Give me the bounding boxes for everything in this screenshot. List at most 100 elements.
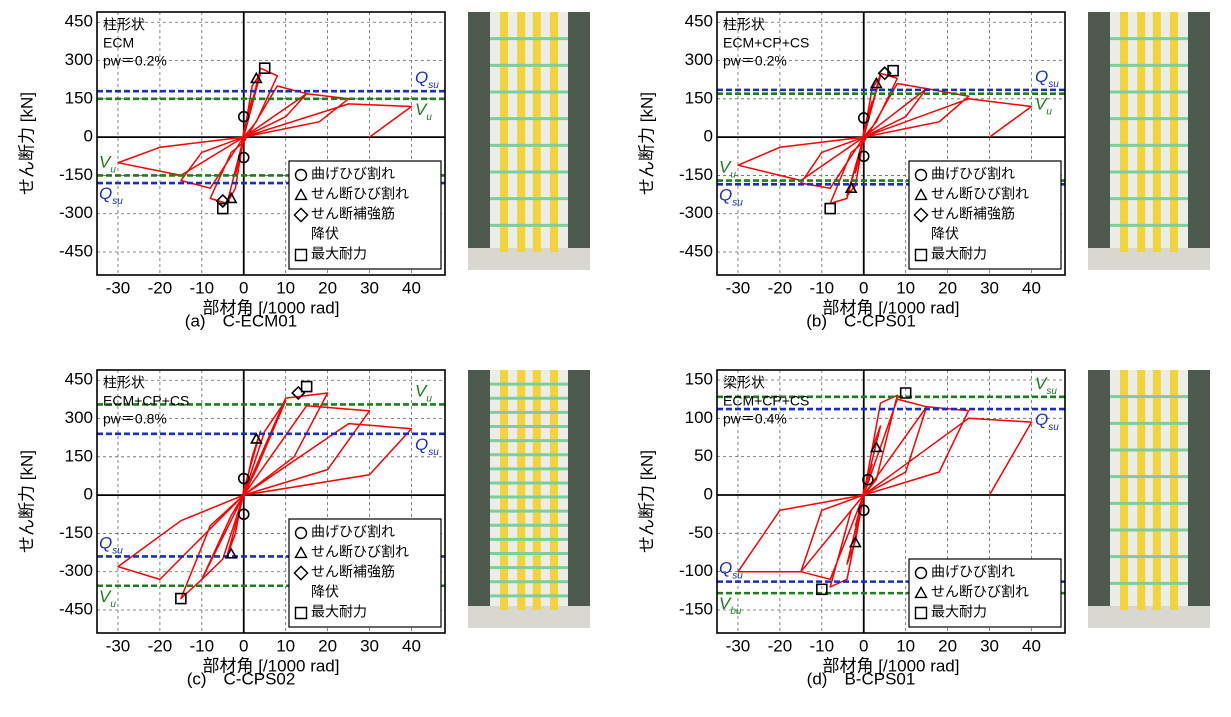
reference-label: Vu (415, 382, 432, 404)
reference-label: Qsu (1035, 411, 1059, 433)
x-tick-label: 40 (402, 278, 421, 297)
legend-box (288, 518, 442, 628)
y-tick-label: -300 (679, 203, 713, 222)
y-tick-label: 150 (685, 369, 713, 388)
marker-diamond (293, 207, 309, 223)
marker-circle (294, 526, 308, 540)
photo-stripe (1120, 370, 1129, 610)
marker-circle (237, 472, 250, 485)
x-tick-label: -10 (190, 278, 215, 297)
annotation: ECM+CP+CS (723, 393, 809, 409)
reference-label: Qsu (719, 559, 743, 581)
marker-circle (237, 508, 250, 521)
x-tick-label: -30 (726, 636, 751, 655)
legend-label: せん断補強筋 (931, 206, 1015, 222)
y-tick-label: -150 (59, 165, 93, 184)
x-tick-label: -20 (768, 278, 793, 297)
reference-subscript: u (110, 164, 116, 175)
x-tick-label: -20 (768, 636, 793, 655)
marker-triangle (224, 191, 238, 204)
legend-label: せん断補強筋 (311, 564, 395, 580)
photo-stripe (549, 12, 558, 252)
marker-triangle (249, 432, 263, 444)
reference-symbol: V (415, 100, 428, 119)
photo-stripe (1137, 370, 1146, 610)
x-tick-label: -10 (190, 636, 215, 655)
x-tick-label: 0 (859, 278, 868, 297)
marker-square (887, 64, 899, 77)
legend-label: 最大耐力 (931, 604, 987, 620)
reference-subscript: u (730, 169, 736, 180)
reference-symbol: V (1035, 374, 1048, 393)
reference-label: Qsu (719, 186, 743, 208)
x-tick-label: -30 (106, 278, 131, 297)
reference-symbol: Q (1035, 411, 1048, 430)
marker-triangle (849, 535, 862, 548)
y-tick-label: 150 (65, 88, 93, 107)
y-tick-label: 0 (704, 127, 713, 146)
reference-subscript: u (426, 111, 432, 122)
reference-symbol: V (719, 158, 732, 177)
reference-subscript: su (112, 196, 123, 207)
reference-subscript: su (112, 545, 123, 556)
reference-symbol: V (99, 587, 112, 606)
annotation: pw＝0.4% (723, 411, 787, 427)
plot-frame (716, 369, 1066, 634)
y-tick-label: 300 (685, 50, 713, 69)
x-tick-label: 0 (859, 636, 868, 655)
annotation: pw＝0.8% (103, 411, 167, 427)
photo-stripe (517, 12, 526, 252)
marker-triangle (869, 440, 883, 453)
legend-label: 降伏 (311, 226, 339, 242)
reference-label: Qsu (415, 435, 439, 457)
photo-stripe (1169, 12, 1178, 252)
y-tick-label: 150 (65, 446, 93, 465)
marker-diamond (293, 565, 309, 581)
marker-triangle (224, 547, 238, 559)
legend-box (908, 160, 1062, 270)
y-tick-label: 0 (704, 484, 713, 503)
reference-symbol: Q (719, 559, 732, 578)
reference-symbol: V (719, 595, 732, 614)
reference-label: Qsu (415, 69, 439, 91)
x-axis-label: 部材角 [/1000 rad] (202, 298, 339, 317)
y-tick-label: -150 (59, 523, 93, 542)
photo-stripe (500, 370, 509, 610)
reference-label: Vsu (1035, 374, 1057, 396)
marker-square (824, 202, 837, 215)
reference-label: Qsu (99, 185, 123, 207)
y-axis-label: せん断力 [kN] (637, 450, 656, 553)
reference-symbol: Q (1035, 67, 1048, 86)
caption: (c) C-CPS02 (187, 669, 296, 688)
x-tick-label: 20 (318, 636, 337, 655)
photo-stripe (1169, 370, 1178, 610)
photo-stripe (1152, 12, 1161, 252)
reference-subscript: u (110, 598, 116, 609)
marker-circle (237, 110, 250, 123)
y-tick-label: 450 (65, 370, 93, 389)
x-tick-label: -30 (106, 636, 131, 655)
legend-label: せん断ひび割れ (931, 186, 1029, 202)
photo-stripe (549, 370, 558, 610)
y-axis-label: せん断力 [kN] (17, 450, 36, 553)
reference-symbol: Q (415, 69, 428, 88)
y-tick-label: -450 (679, 242, 713, 261)
reference-subscript: su (1048, 79, 1059, 90)
reference-subscript: su (1046, 385, 1057, 396)
x-tick-label: 20 (938, 636, 957, 655)
reference-subscript: u (1046, 106, 1052, 117)
x-axis-label: 部材角 [/1000 rad] (202, 656, 339, 675)
annotation: pw＝0.2% (103, 53, 167, 69)
reference-symbol: V (415, 382, 428, 401)
photo-stripe (517, 370, 526, 610)
reference-label: Qsu (1035, 67, 1059, 89)
y-tick-label: 300 (65, 408, 93, 427)
legend-label: 曲げひび割れ (931, 564, 1015, 580)
y-tick-label: -300 (59, 203, 93, 222)
x-tick-label: 30 (980, 278, 999, 297)
x-tick-label: -20 (148, 278, 173, 297)
y-tick-label: 100 (685, 408, 713, 427)
marker-triangle (294, 546, 308, 559)
x-tick-label: 10 (896, 278, 915, 297)
reference-symbol: V (99, 153, 112, 172)
